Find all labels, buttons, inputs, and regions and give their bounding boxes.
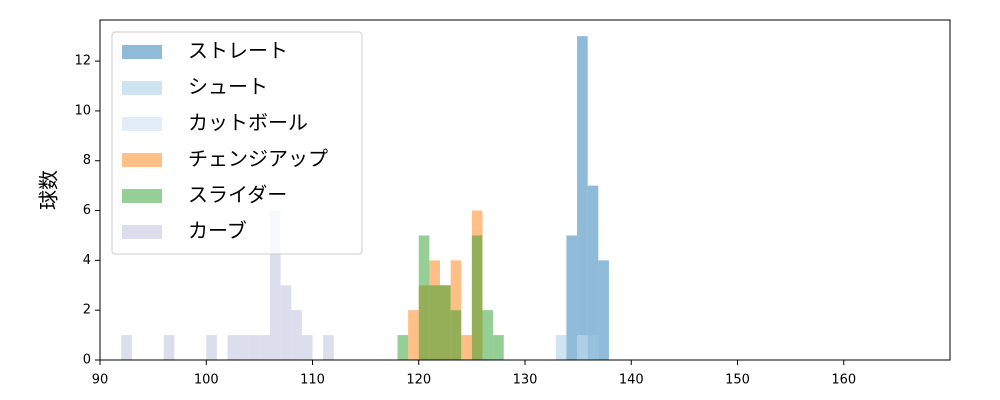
bar [408,310,419,360]
bar [598,260,609,360]
bar [259,335,270,360]
y-tick-label: 4 [83,253,91,268]
bar [577,36,588,360]
bar [587,335,599,360]
bar [566,235,578,360]
legend-swatch [122,153,162,167]
x-tick-label: 140 [619,373,644,388]
x-tick-label: 130 [513,373,538,388]
bar [555,335,567,360]
legend-label: ストレート [188,39,288,63]
bar [121,335,132,360]
legend-label: シュート [188,75,268,99]
x-tick-label: 150 [725,373,750,388]
legend-swatch [122,117,162,131]
legend-swatch [122,225,162,239]
bar [482,310,494,360]
bar [429,285,440,360]
bar [163,335,175,360]
x-tick-label: 100 [194,373,219,388]
x-tick-label: 110 [300,373,325,388]
legend-label: スライダー [188,183,287,207]
bar [577,335,588,360]
y-tick-label: 12 [74,54,91,69]
y-tick-label: 0 [83,353,91,368]
bar [280,285,292,360]
y-tick-label: 8 [83,153,91,168]
bar [301,335,313,360]
bar [238,335,249,360]
x-tick-label: 120 [406,373,431,388]
bar [493,335,504,360]
legend-label: カットボール [188,111,308,135]
y-tick-label: 6 [83,203,91,218]
bar [418,235,430,360]
bar [206,335,217,360]
bar [450,310,462,360]
legend-label: チェンジアップ [188,147,328,171]
bar [248,335,260,360]
bar [270,210,281,360]
bar [397,335,409,360]
bar [323,335,334,360]
y-tick-label: 10 [74,103,91,118]
legend-box [111,31,363,255]
bar [587,185,599,360]
bar [227,335,239,360]
x-tick-label: 160 [831,373,856,388]
bar [461,335,472,360]
y-tick-label: 2 [83,303,91,318]
legend-swatch [122,45,162,59]
bar [440,285,451,360]
bar [291,310,302,360]
legend-label: カーブ [188,219,247,243]
legend-swatch [122,81,162,95]
x-tick-label: 90 [92,373,109,388]
legend-swatch [122,189,162,203]
bar [471,235,483,360]
y-axis-label: 球数 [37,170,61,210]
